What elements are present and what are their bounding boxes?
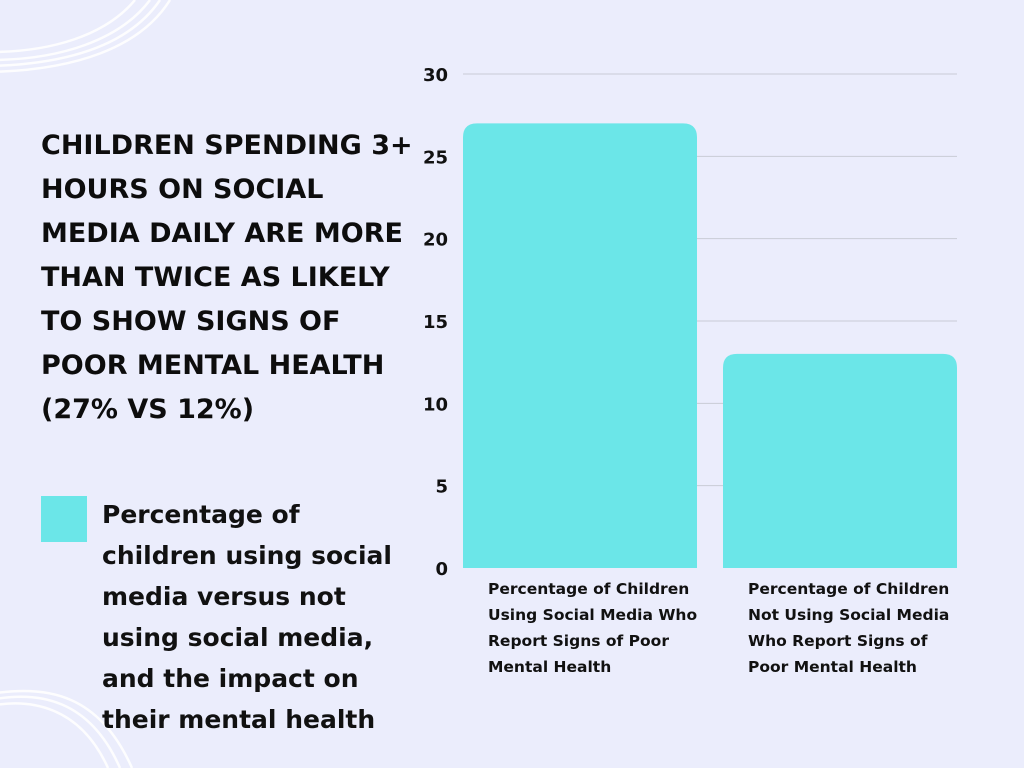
chart-title: CHILDREN SPENDING 3+ HOURS ON SOCIAL MED… xyxy=(41,130,413,425)
y-tick-label: 20 xyxy=(423,230,448,251)
x-axis-label-not-using-social-media: Percentage of Children Not Using Social … xyxy=(748,580,950,676)
y-tick-label: 0 xyxy=(435,559,448,580)
bars xyxy=(463,123,957,569)
y-axis-ticks: 0 5 10 15 20 25 30 xyxy=(423,65,448,580)
x-axis-label-using-social-media: Percentage of Children Using Social Medi… xyxy=(488,580,698,676)
y-tick-label: 30 xyxy=(423,65,448,86)
legend-label: Percentage of children using social medi… xyxy=(102,500,392,734)
bar-using-social-media xyxy=(463,123,697,569)
legend: Percentage of children using social medi… xyxy=(41,494,421,740)
legend-swatch xyxy=(41,496,87,542)
y-tick-label: 25 xyxy=(423,147,448,168)
y-tick-label: 5 xyxy=(435,477,448,498)
bar-not-using-social-media xyxy=(723,353,957,568)
y-tick-label: 10 xyxy=(423,394,448,415)
y-tick-label: 15 xyxy=(423,312,448,333)
